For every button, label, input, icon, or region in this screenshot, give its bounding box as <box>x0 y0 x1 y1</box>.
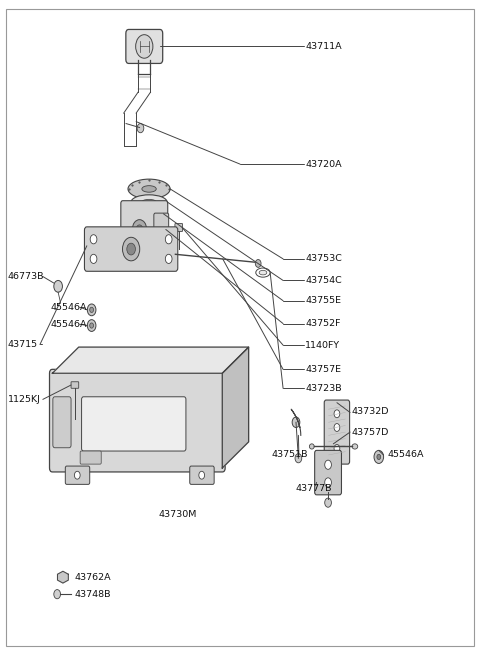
FancyBboxPatch shape <box>84 227 178 271</box>
Circle shape <box>137 124 144 133</box>
Circle shape <box>334 424 340 432</box>
Circle shape <box>377 455 381 460</box>
Text: 43777B: 43777B <box>295 484 332 493</box>
FancyBboxPatch shape <box>121 200 168 255</box>
FancyBboxPatch shape <box>53 397 71 448</box>
Text: 43762A: 43762A <box>75 572 111 582</box>
Circle shape <box>324 498 331 507</box>
Text: 43752F: 43752F <box>305 319 341 328</box>
Ellipse shape <box>352 444 358 449</box>
Circle shape <box>122 237 140 261</box>
Circle shape <box>132 219 147 239</box>
Circle shape <box>87 304 96 316</box>
Text: 43751B: 43751B <box>271 451 308 459</box>
Text: 45546A: 45546A <box>387 451 424 459</box>
Ellipse shape <box>135 208 163 219</box>
Text: 43715: 43715 <box>8 340 38 349</box>
Text: 1140FY: 1140FY <box>305 341 340 350</box>
Text: 43754C: 43754C <box>305 276 342 285</box>
FancyBboxPatch shape <box>190 466 214 484</box>
Text: 43711A: 43711A <box>305 42 342 51</box>
Ellipse shape <box>142 185 156 192</box>
Circle shape <box>165 254 172 263</box>
Circle shape <box>199 472 204 479</box>
Polygon shape <box>222 347 249 468</box>
Circle shape <box>90 234 97 244</box>
Text: 45546A: 45546A <box>51 303 87 312</box>
Polygon shape <box>58 571 68 583</box>
Ellipse shape <box>131 195 167 209</box>
Polygon shape <box>52 347 249 373</box>
Text: 43732D: 43732D <box>351 407 388 416</box>
FancyBboxPatch shape <box>65 466 90 484</box>
FancyBboxPatch shape <box>49 369 225 472</box>
FancyBboxPatch shape <box>82 397 186 451</box>
Ellipse shape <box>142 199 156 204</box>
Circle shape <box>334 410 340 418</box>
Circle shape <box>136 35 153 58</box>
Circle shape <box>127 243 135 255</box>
Circle shape <box>324 460 331 470</box>
Text: 43757D: 43757D <box>351 428 388 437</box>
Circle shape <box>374 451 384 464</box>
Ellipse shape <box>259 271 267 275</box>
Text: 45546A: 45546A <box>51 320 87 329</box>
FancyBboxPatch shape <box>175 223 182 231</box>
FancyBboxPatch shape <box>315 451 341 495</box>
Text: 43753C: 43753C <box>305 254 342 263</box>
FancyBboxPatch shape <box>80 451 101 464</box>
FancyBboxPatch shape <box>154 213 168 243</box>
FancyBboxPatch shape <box>324 400 349 464</box>
Circle shape <box>90 323 94 328</box>
Circle shape <box>74 472 80 479</box>
Text: 1125KJ: 1125KJ <box>8 395 41 404</box>
Circle shape <box>292 417 300 428</box>
Circle shape <box>54 590 60 599</box>
Text: 46773B: 46773B <box>8 272 44 281</box>
Ellipse shape <box>128 179 170 198</box>
Circle shape <box>90 307 94 312</box>
Circle shape <box>54 280 62 292</box>
Circle shape <box>334 445 340 453</box>
Circle shape <box>61 574 65 580</box>
Circle shape <box>87 320 96 331</box>
Circle shape <box>324 478 331 487</box>
Text: 43755E: 43755E <box>305 296 341 305</box>
Text: 43730M: 43730M <box>158 510 197 519</box>
Text: 43748B: 43748B <box>75 590 111 599</box>
Text: 43723B: 43723B <box>305 384 342 393</box>
Circle shape <box>90 254 97 263</box>
Circle shape <box>295 454 302 463</box>
Circle shape <box>165 234 172 244</box>
Text: 43757E: 43757E <box>305 365 341 374</box>
FancyBboxPatch shape <box>126 29 163 64</box>
Ellipse shape <box>310 444 314 449</box>
FancyBboxPatch shape <box>71 382 79 388</box>
Text: 43720A: 43720A <box>305 160 342 168</box>
Ellipse shape <box>143 212 155 216</box>
Circle shape <box>136 225 143 234</box>
Circle shape <box>255 259 261 267</box>
